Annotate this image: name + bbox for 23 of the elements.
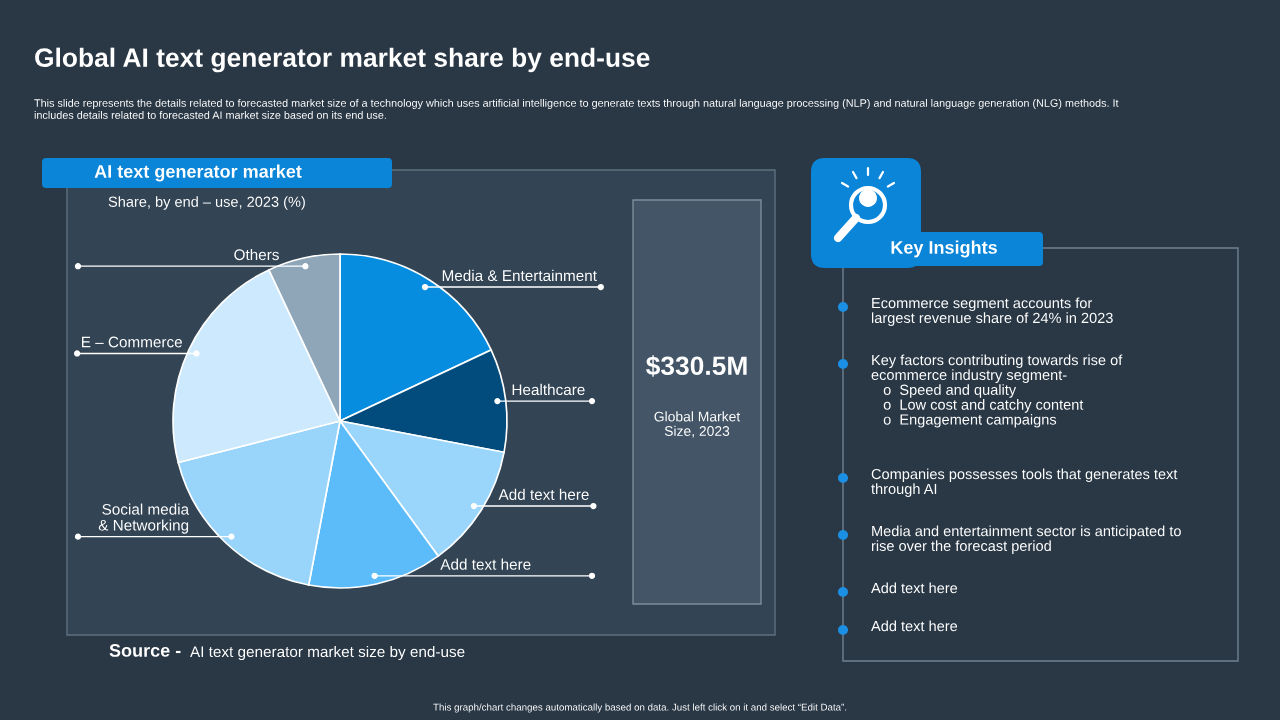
slice-label: Social media & Networking [98, 503, 190, 534]
slice-label: Media & Entertainment [442, 269, 597, 282]
text: Add text here [871, 620, 958, 632]
text: AI text generator market [94, 164, 302, 182]
text: AI text generator market size by end-use [190, 645, 465, 661]
slice-label: Add text here [440, 558, 531, 570]
text: Companies possesses tools that generates text through AI [871, 468, 1178, 497]
text: $330.5M [646, 355, 747, 377]
chart-subtitle: This slide represents the details related to forecasted market size of a technology which uses artificial intelligence to generate texts through natural language processing (NLP) and natural language generation (NLG) methods. It includes details related to forecasted AI market size based on its end use. [34, 98, 1119, 119]
text: Key factors contributing towards rise of ecommerce industry segment- o Speed and quality o Low cost and catchy content o Engagement campaigns [871, 354, 1123, 428]
source-note: Source - [109, 644, 181, 657]
text: Global Market Size, 2023 [654, 411, 741, 438]
text: Key Insights [891, 240, 997, 258]
slice-label: E – Commerce [82, 336, 182, 348]
slice-label: Others [234, 248, 279, 261]
text: Ecommerce segment accounts for largest revenue share of 24% in 2023 [871, 297, 1113, 326]
text: Share, by end – use, 2023 (%) [108, 196, 305, 210]
slice-label: Healthcare [512, 383, 585, 396]
text: Media and entertainment sector is anticipated to rise over the forecast period [871, 525, 1181, 554]
slice-label: Add text here [498, 488, 589, 500]
text: Add text here [871, 582, 958, 594]
chart-title: Global AI text generator market share by end-use [35, 47, 650, 73]
text: This graph/chart changes automatically based on data. Just left click on it and select “Edit Data”. [433, 703, 847, 713]
